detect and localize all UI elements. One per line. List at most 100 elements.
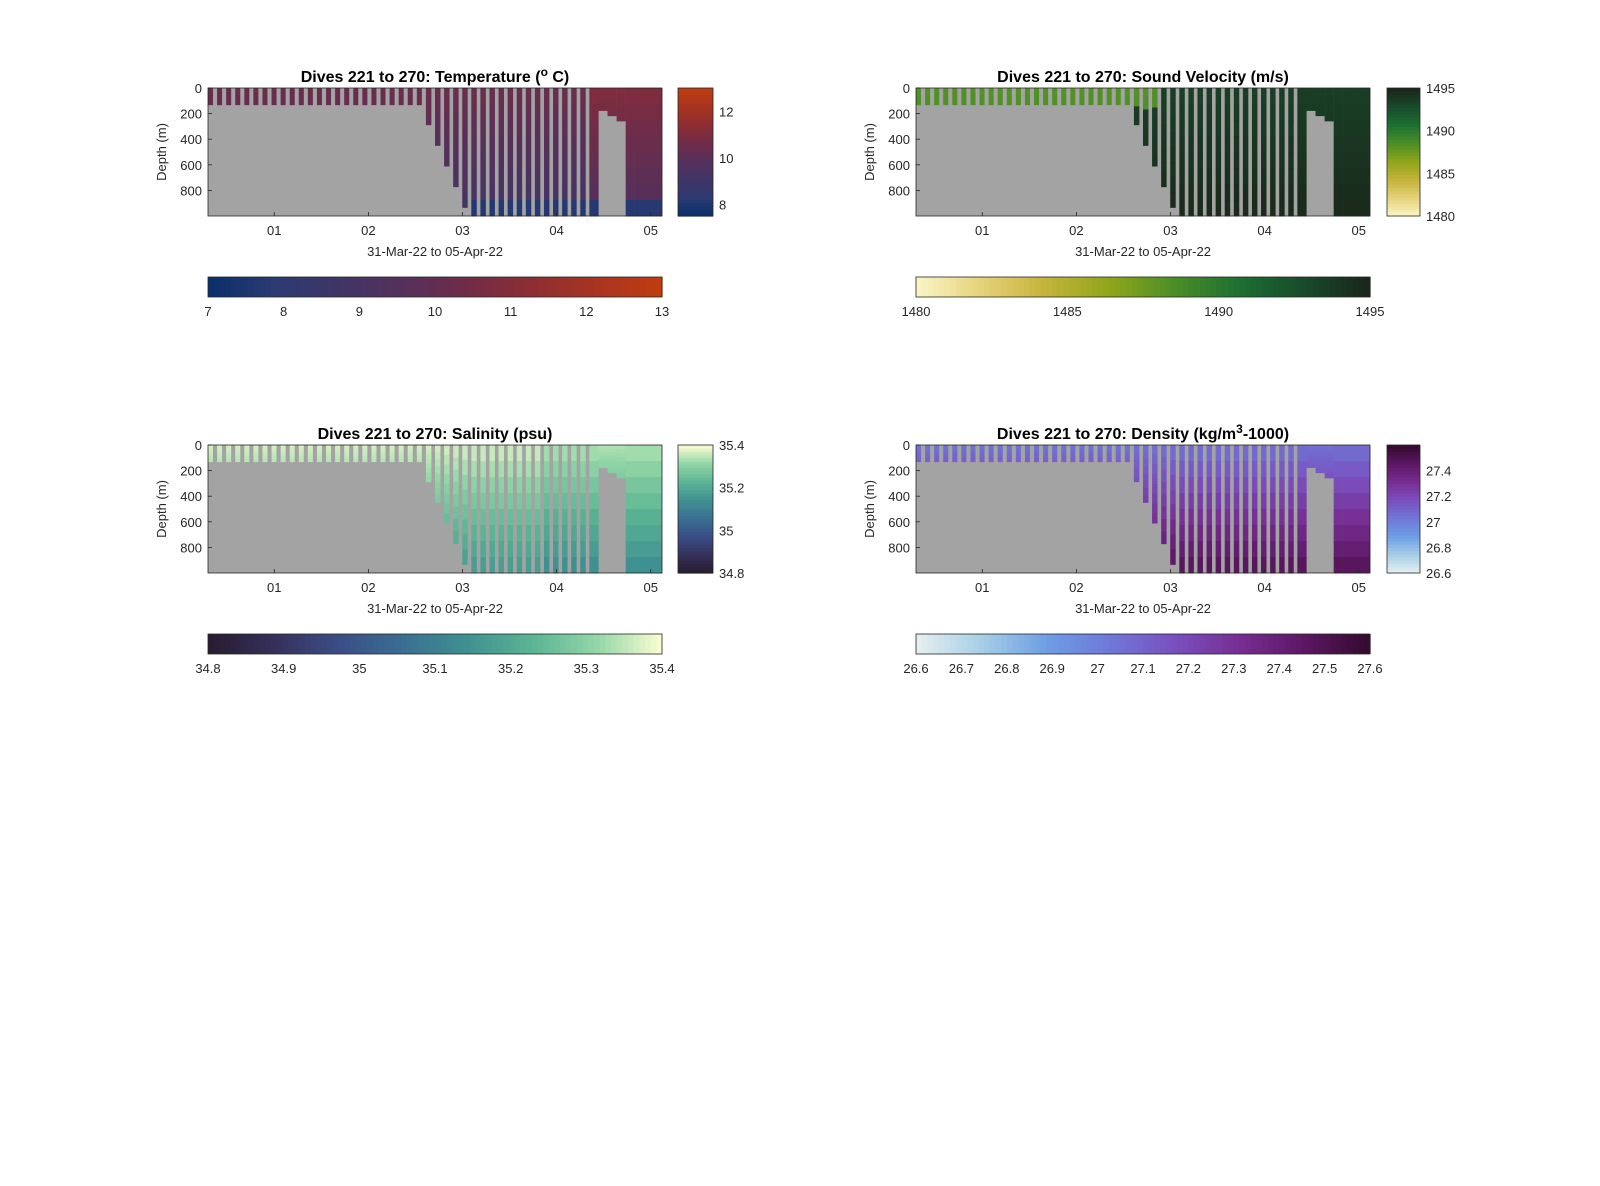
- data-cell: [1006, 90, 1012, 93]
- data-cell: [1043, 96, 1049, 99]
- data-cell: [1306, 464, 1316, 468]
- x-tick-label: 02: [1069, 580, 1083, 595]
- data-cell: [534, 184, 541, 201]
- data-cell: [1333, 557, 1343, 574]
- data-cell: [253, 98, 259, 101]
- colorbar-swatch: [1194, 634, 1201, 654]
- data-cell: [1052, 459, 1058, 463]
- colorbar-tick-label: 13: [655, 304, 669, 319]
- data-cell: [416, 457, 422, 461]
- data-cell: [326, 445, 332, 448]
- data-cell: [1088, 457, 1094, 461]
- data-cell: [553, 152, 559, 169]
- data-cell: [625, 557, 635, 574]
- colorbar-swatch: [1012, 634, 1019, 654]
- data-cell: [489, 200, 495, 217]
- data-cell: [262, 449, 268, 452]
- data-cell: [598, 104, 608, 109]
- data-cell: [1224, 525, 1231, 542]
- data-cell: [1115, 102, 1121, 106]
- data-cell: [652, 525, 663, 542]
- data-cell: [1360, 136, 1371, 153]
- colorbar-tick-label: 1490: [1426, 124, 1455, 139]
- data-cell: [1261, 104, 1267, 121]
- data-cell: [462, 445, 468, 461]
- data-cell: [553, 136, 559, 153]
- data-cell: [353, 88, 359, 91]
- data-cell: [625, 136, 635, 153]
- colorbar-swatch: [678, 464, 713, 468]
- colorbar-swatch: [480, 634, 487, 654]
- y-tick-label: 200: [180, 107, 202, 122]
- colorbar-swatch: [310, 634, 317, 654]
- colorbar-swatch: [520, 634, 527, 654]
- data-cell: [1115, 451, 1121, 454]
- colorbar-swatch: [678, 164, 713, 169]
- colorbar-swatch: [1046, 277, 1053, 297]
- colorbar-swatch: [1387, 454, 1420, 459]
- colorbar-frame: [915, 276, 1371, 298]
- colorbar-tick-label: 1480: [902, 304, 931, 319]
- data-cell: [371, 92, 377, 95]
- colorbar-swatch: [372, 277, 379, 297]
- colorbar-tick-label: 35.3: [574, 661, 599, 676]
- colorbar-swatch: [293, 634, 300, 654]
- colorbar-swatch: [1387, 91, 1420, 95]
- data-cell: [1070, 96, 1076, 99]
- colorbar-swatch: [1284, 277, 1292, 297]
- data-cell: [489, 461, 495, 478]
- data-cell: [1133, 101, 1140, 107]
- data-cell: [1270, 120, 1276, 137]
- colorbar-swatch: [315, 277, 323, 297]
- colorbar-swatch: [916, 634, 923, 654]
- data-cell: [607, 458, 617, 463]
- data-cell: [589, 557, 599, 574]
- colorbar-swatch: [1069, 277, 1076, 297]
- data-cell: [580, 525, 586, 542]
- data-cell: [1106, 94, 1112, 97]
- data-cell: [353, 94, 359, 97]
- data-cell: [1297, 88, 1307, 105]
- x-tick-label: 05: [644, 580, 658, 595]
- colorbar-swatch: [921, 634, 928, 654]
- data-cell: [1360, 493, 1371, 510]
- data-cell: [1061, 459, 1067, 463]
- data-cell: [616, 104, 626, 110]
- colorbar-swatch: [395, 277, 402, 297]
- data-cell: [253, 90, 259, 93]
- data-cell: [380, 455, 386, 458]
- data-cell: [1015, 453, 1021, 456]
- colorbar-swatch: [1029, 277, 1036, 297]
- data-cell: [1251, 445, 1258, 462]
- data-cell: [425, 467, 432, 474]
- data-cell: [607, 448, 617, 453]
- data-cell: [298, 90, 304, 93]
- data-cell: [226, 102, 232, 106]
- data-cell: [916, 445, 921, 448]
- data-cell: [1043, 459, 1049, 463]
- colorbar-swatch: [1387, 158, 1420, 163]
- data-cell: [925, 90, 931, 93]
- data-cell: [298, 453, 304, 456]
- data-cell: [562, 136, 568, 153]
- colorbar-swatch: [565, 634, 572, 654]
- colorbar-swatch: [457, 277, 464, 297]
- data-cell: [1079, 90, 1085, 93]
- colorbar-swatch: [599, 277, 606, 297]
- data-cell: [562, 509, 568, 526]
- data-cell: [1079, 455, 1085, 458]
- data-cell: [1351, 445, 1362, 462]
- colorbar-swatch: [1177, 277, 1184, 297]
- colorbar-swatch: [678, 206, 713, 211]
- data-cell: [634, 136, 645, 153]
- data-cell: [326, 447, 332, 450]
- colorbar-swatch: [1387, 477, 1420, 481]
- colorbar-swatch: [1256, 277, 1263, 297]
- data-cell: [380, 90, 386, 93]
- data-cell: [226, 451, 232, 454]
- data-cell: [1079, 459, 1085, 463]
- data-cell: [389, 92, 395, 95]
- data-cell: [280, 453, 286, 456]
- colorbar-swatch: [678, 461, 713, 465]
- colorbar-swatch: [678, 502, 713, 507]
